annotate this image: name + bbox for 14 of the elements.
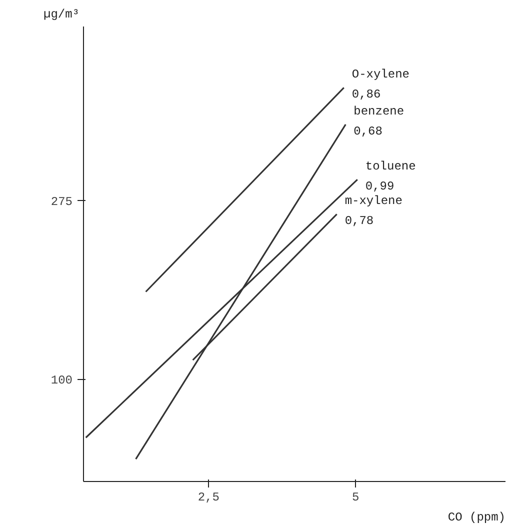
x-tick-label: 5 [352,490,360,504]
y-tick-label: 275 [50,194,73,209]
annotation: 0,86 [352,88,381,102]
series-label: m-xylene [344,194,402,208]
y-tick-label: 100 [50,373,73,388]
series-label: toluene [365,160,416,174]
x-tick-label: 2,5 [198,490,220,504]
annotation: 0,99 [365,180,394,194]
series-label: O-xylene [352,68,410,82]
x-axis-title: CO (ppm) [448,510,506,524]
y-axis-title: µg/m³ [44,8,80,22]
annotation: 0,78 [344,214,374,228]
annotation: 0,68 [354,124,382,138]
series-label: benzene [354,104,404,118]
